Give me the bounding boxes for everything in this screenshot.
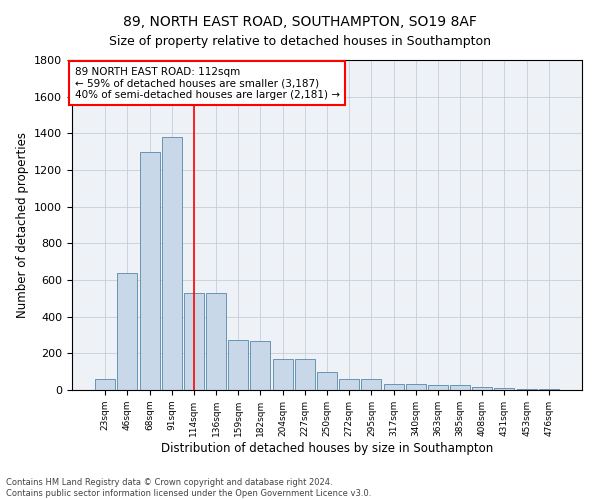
Bar — [95, 379, 115, 390]
Bar — [406, 384, 426, 390]
Bar — [317, 372, 337, 390]
Bar — [539, 389, 559, 390]
Bar — [450, 384, 470, 390]
X-axis label: Distribution of detached houses by size in Southampton: Distribution of detached houses by size … — [161, 442, 493, 454]
Bar — [162, 137, 182, 390]
Bar — [206, 293, 226, 390]
Bar — [517, 389, 536, 390]
Bar — [472, 387, 492, 390]
Bar — [361, 379, 382, 390]
Bar — [339, 379, 359, 390]
Text: Size of property relative to detached houses in Southampton: Size of property relative to detached ho… — [109, 35, 491, 48]
Bar — [250, 340, 271, 390]
Bar — [228, 340, 248, 390]
Bar — [383, 384, 404, 390]
Bar — [184, 293, 204, 390]
Text: 89 NORTH EAST ROAD: 112sqm
← 59% of detached houses are smaller (3,187)
40% of s: 89 NORTH EAST ROAD: 112sqm ← 59% of deta… — [74, 66, 340, 100]
Bar — [428, 384, 448, 390]
Bar — [118, 272, 137, 390]
Bar — [140, 152, 160, 390]
Bar — [272, 359, 293, 390]
Text: Contains HM Land Registry data © Crown copyright and database right 2024.
Contai: Contains HM Land Registry data © Crown c… — [6, 478, 371, 498]
Y-axis label: Number of detached properties: Number of detached properties — [16, 132, 29, 318]
Text: 89, NORTH EAST ROAD, SOUTHAMPTON, SO19 8AF: 89, NORTH EAST ROAD, SOUTHAMPTON, SO19 8… — [123, 15, 477, 29]
Bar — [494, 388, 514, 390]
Bar — [295, 359, 315, 390]
